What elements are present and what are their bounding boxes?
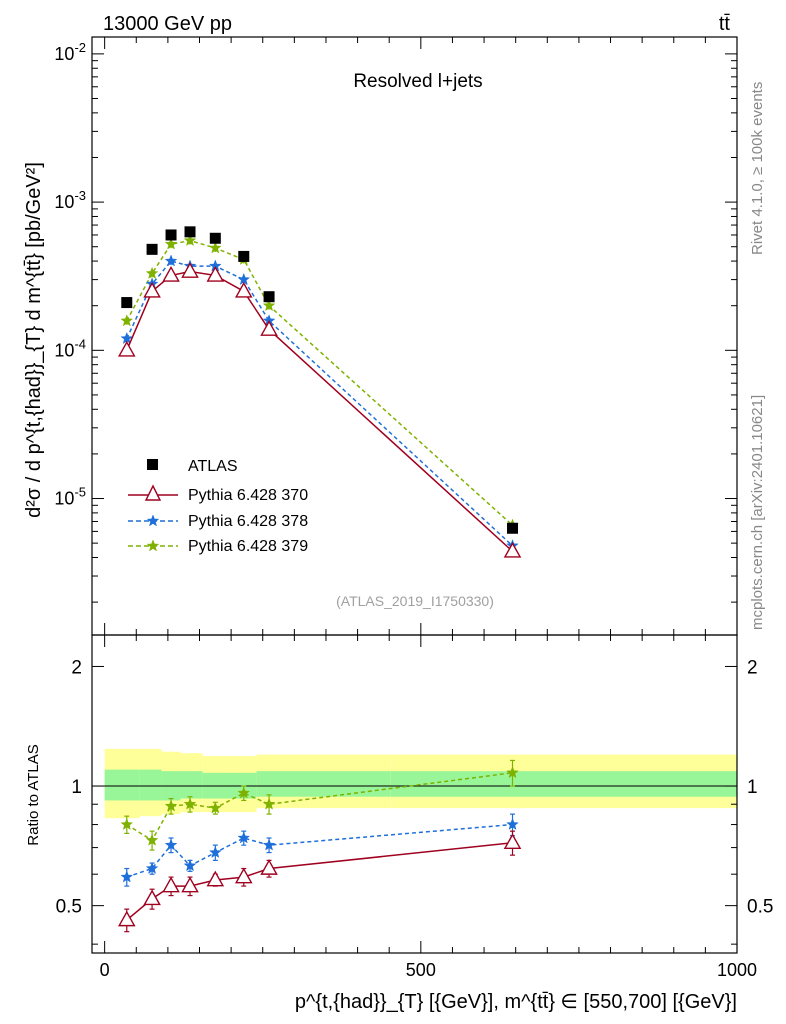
ratio-point-378 bbox=[164, 838, 178, 851]
ratio-point-379 bbox=[506, 766, 519, 779]
ratio-point-370 bbox=[206, 870, 225, 887]
atlas-data-point bbox=[209, 232, 221, 244]
ratio-y-tick-label-right: 2 bbox=[747, 657, 758, 678]
ratio-point-378 bbox=[506, 817, 519, 830]
ratio-point-379 bbox=[208, 801, 222, 814]
ratio-point-379 bbox=[120, 817, 134, 830]
atlas-data-point bbox=[121, 297, 133, 309]
atlas-data-point bbox=[165, 229, 177, 241]
ratio-point-379 bbox=[145, 833, 159, 846]
point-370 bbox=[260, 320, 278, 336]
main-panel: 10-5 10-4 10-3 10-2 bbox=[54, 36, 738, 636]
ratio-point-379 bbox=[262, 797, 276, 810]
point-379 bbox=[145, 266, 159, 279]
ratio-y-tick-label-left: 2 bbox=[71, 657, 82, 678]
atlas-band-inner bbox=[180, 771, 203, 799]
ratio-point-370 bbox=[234, 867, 253, 884]
main-y-axis-label: d²σ / d p^{t,{had}}_{T} d m^{tt̄} [pb/Ge… bbox=[23, 162, 45, 518]
ratio-point-378 bbox=[145, 861, 159, 874]
y-tick-label: 10-3 bbox=[54, 188, 86, 212]
ratio-y-tick-label-right: 0.5 bbox=[747, 897, 773, 918]
ratio-point-378 bbox=[262, 838, 276, 851]
point-370 bbox=[143, 281, 161, 298]
ratio-point-370 bbox=[143, 889, 161, 906]
ratio-y-axis-label: Ratio to ATLAS bbox=[25, 744, 42, 845]
side-rivet-label: Rivet 4.1.0, ≥ 100k events bbox=[749, 82, 766, 255]
ratio-point-379 bbox=[237, 786, 251, 799]
legend-star bbox=[146, 514, 160, 527]
y-tick-label: 10-2 bbox=[54, 40, 86, 64]
side-site-label: mcplots.cern.ch [arXiv:2401.10621] bbox=[749, 395, 766, 630]
point-370 bbox=[162, 266, 180, 282]
legend: ATLAS Pythia 6.428 370 Pythia 6.428 378 … bbox=[128, 458, 308, 555]
atlas-band-inner bbox=[256, 771, 391, 797]
ratio-line-378 bbox=[126, 823, 513, 878]
point-379 bbox=[183, 233, 197, 247]
atlas-data-point bbox=[146, 243, 158, 255]
atlas-band-inner bbox=[104, 769, 140, 801]
point-379 bbox=[208, 241, 222, 254]
atlas-data-point bbox=[263, 291, 275, 303]
point-379 bbox=[262, 298, 276, 312]
ratio-point-378 bbox=[183, 859, 197, 872]
ratio-frame bbox=[91, 634, 738, 954]
ratio-point-370 bbox=[162, 876, 180, 893]
ratio-point-370 bbox=[260, 859, 278, 875]
analysis-id: (ATLAS_2019_I1750330) bbox=[336, 593, 494, 609]
x-tick-label: 1000 bbox=[717, 960, 757, 980]
series-line-370 bbox=[126, 270, 514, 552]
ratio-point-378 bbox=[208, 845, 222, 859]
y-tick-label: 10-5 bbox=[54, 485, 86, 509]
legend-label-378: Pythia 6.428 378 bbox=[188, 513, 308, 530]
atlas-band-inner bbox=[139, 769, 162, 801]
x-tick-label: 0 bbox=[100, 960, 110, 980]
process-label: tt̄ bbox=[719, 13, 731, 35]
legend-marker-atlas bbox=[147, 459, 158, 470]
ratio-y-tick-label-left: 1 bbox=[71, 777, 82, 798]
atlas-data-point bbox=[184, 226, 196, 238]
point-370 bbox=[503, 541, 522, 558]
legend-label-370: Pythia 6.428 370 bbox=[188, 487, 308, 504]
ratio-point-370 bbox=[181, 876, 199, 893]
legend-marker-379 bbox=[146, 539, 160, 552]
ratio-panel: 0.5 0.5 1 1 2 2 0 500 1000 bbox=[56, 634, 773, 980]
ratio-point-378 bbox=[120, 870, 134, 883]
point-370 bbox=[117, 340, 136, 357]
ratio-point-379 bbox=[183, 797, 197, 810]
legend-marker-370 bbox=[144, 484, 162, 501]
ratio-y-tick-label-left: 0.5 bbox=[56, 897, 82, 918]
ratio-point-378 bbox=[237, 831, 251, 844]
series-line-379 bbox=[126, 239, 514, 526]
ratio-line-370 bbox=[126, 841, 513, 921]
legend-label-379: Pythia 6.428 379 bbox=[188, 538, 308, 555]
plot-title: Resolved l+jets bbox=[353, 71, 482, 92]
point-379 bbox=[164, 237, 178, 250]
atlas-data-point bbox=[238, 250, 250, 262]
energy-label: 13000 GeV pp bbox=[103, 13, 232, 35]
point-379 bbox=[120, 314, 134, 327]
point-378 bbox=[164, 254, 178, 267]
point-370 bbox=[234, 281, 253, 298]
x-axis-label: p^{t,{had}}_{T} [{GeV}], m^{tt̄} ∈ [550,… bbox=[295, 991, 737, 1013]
point-370 bbox=[181, 262, 199, 278]
x-tick-label: 500 bbox=[406, 960, 436, 980]
legend-label-atlas: ATLAS bbox=[188, 458, 238, 475]
ratio-point-379 bbox=[164, 799, 178, 812]
atlas-data-point bbox=[507, 522, 519, 534]
ratio-y-tick-label-right: 1 bbox=[747, 777, 758, 798]
legend-marker-378 bbox=[146, 514, 160, 527]
atlas-band-inner bbox=[390, 771, 737, 797]
ratio-point-370 bbox=[117, 910, 136, 927]
series-line-378 bbox=[126, 260, 514, 547]
point-370 bbox=[206, 266, 225, 282]
y-tick-label: 10-4 bbox=[54, 336, 86, 360]
legend-star bbox=[146, 539, 160, 552]
ratio-point-370 bbox=[503, 833, 522, 850]
